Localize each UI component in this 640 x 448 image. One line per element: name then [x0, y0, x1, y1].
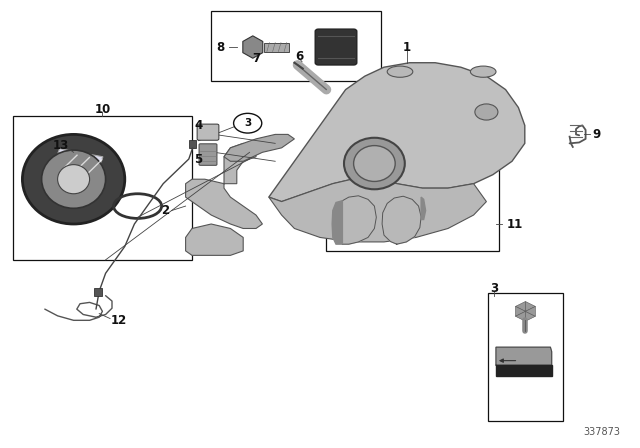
Text: 8: 8 [217, 40, 225, 54]
Text: 9: 9 [593, 128, 600, 141]
Text: 11: 11 [507, 217, 524, 231]
Polygon shape [337, 196, 376, 244]
Polygon shape [515, 306, 525, 316]
Polygon shape [186, 224, 243, 255]
Ellipse shape [42, 150, 106, 208]
Text: 5: 5 [195, 152, 202, 166]
Polygon shape [525, 306, 536, 316]
Text: 13: 13 [52, 139, 69, 152]
Polygon shape [243, 36, 263, 58]
Polygon shape [269, 63, 525, 202]
FancyBboxPatch shape [211, 11, 381, 81]
Text: 7: 7 [252, 52, 260, 65]
Polygon shape [496, 347, 552, 365]
Ellipse shape [470, 66, 496, 77]
Text: 337873: 337873 [584, 427, 621, 437]
FancyBboxPatch shape [197, 124, 219, 140]
Polygon shape [496, 365, 552, 376]
Text: 1: 1 [403, 40, 411, 54]
Text: 12: 12 [110, 314, 127, 327]
Polygon shape [186, 143, 262, 228]
Polygon shape [332, 201, 342, 244]
Ellipse shape [353, 146, 396, 181]
Text: 10: 10 [94, 103, 111, 116]
Polygon shape [382, 196, 421, 244]
Text: 3: 3 [490, 282, 498, 296]
Bar [264, 43, 289, 52]
Circle shape [234, 113, 262, 133]
Text: 3: 3 [244, 118, 252, 128]
Polygon shape [525, 302, 536, 311]
Polygon shape [51, 149, 103, 181]
Polygon shape [515, 302, 525, 311]
FancyBboxPatch shape [488, 293, 563, 421]
Ellipse shape [58, 165, 90, 194]
Bar [94, 288, 102, 296]
Ellipse shape [344, 138, 404, 189]
Ellipse shape [22, 134, 125, 224]
FancyBboxPatch shape [199, 144, 217, 165]
FancyBboxPatch shape [326, 132, 499, 251]
Polygon shape [421, 197, 426, 220]
Circle shape [475, 104, 498, 120]
Bar [189, 140, 196, 148]
Text: 6: 6 [296, 49, 303, 63]
FancyBboxPatch shape [315, 29, 357, 65]
Ellipse shape [387, 66, 413, 77]
Text: 2: 2 [161, 204, 169, 217]
Polygon shape [224, 134, 294, 161]
Polygon shape [269, 175, 486, 242]
Polygon shape [525, 311, 536, 321]
Text: 4: 4 [195, 119, 202, 132]
Polygon shape [515, 311, 525, 321]
FancyBboxPatch shape [13, 116, 192, 260]
